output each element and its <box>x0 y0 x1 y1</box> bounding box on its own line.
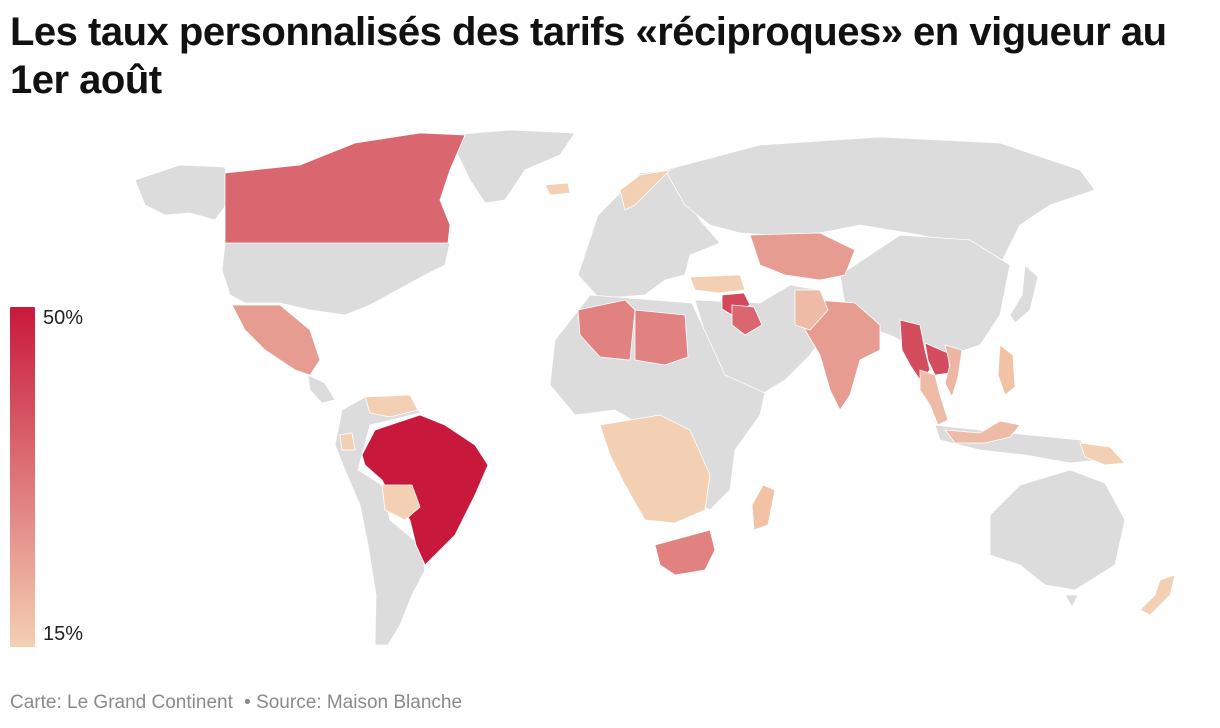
legend-max-label: 50% <box>43 307 84 329</box>
footer-source: • Source: Maison Blanche <box>244 692 463 713</box>
country-vietnam[interactable] <box>944 344 963 399</box>
country-mexico[interactable] <box>231 304 321 376</box>
country-japan <box>1009 264 1039 324</box>
country-canada[interactable] <box>224 132 466 244</box>
country-central-america <box>307 374 336 404</box>
country-laos[interactable] <box>924 342 951 376</box>
country-turkey[interactable] <box>689 274 746 294</box>
country-bolivia[interactable] <box>381 484 421 521</box>
country-tasmania <box>1064 594 1079 608</box>
legend-min-label: 15% <box>43 623 84 645</box>
country-alaska <box>134 164 231 221</box>
country-pakistan[interactable] <box>794 289 829 331</box>
country-indonesia[interactable] <box>944 420 1021 444</box>
country-kazakhstan[interactable] <box>749 232 856 281</box>
country-ecuador[interactable] <box>339 432 356 451</box>
country-india[interactable] <box>804 299 881 411</box>
country-usa <box>221 242 451 316</box>
map-highlighted-countries <box>224 132 1176 616</box>
country-libya[interactable] <box>634 309 689 366</box>
country-brazil[interactable] <box>361 414 489 566</box>
world-map <box>134 129 1176 646</box>
footer: Carte: Le Grand Continent • Source: Mais… <box>10 692 468 714</box>
country-papua-new-guinea[interactable] <box>1079 442 1126 466</box>
country-greenland <box>449 129 576 204</box>
footer-credit: Carte: Le Grand Continent <box>10 692 233 713</box>
country-new-zealand[interactable] <box>1139 574 1176 616</box>
country-norway[interactable] <box>619 169 672 211</box>
legend-color-ramp <box>10 307 35 647</box>
region-sea-islands <box>934 424 1101 464</box>
country-iraq[interactable] <box>731 304 763 336</box>
country-south-africa[interactable] <box>654 529 716 576</box>
country-australia <box>989 469 1126 591</box>
country-south-america-west <box>334 394 426 646</box>
country-madagascar[interactable] <box>751 484 776 531</box>
country-iceland[interactable] <box>544 182 571 196</box>
country-central-africa[interactable] <box>599 414 711 524</box>
country-russia <box>664 136 1096 266</box>
country-algeria[interactable] <box>577 299 636 361</box>
country-philippines <box>997 344 1016 396</box>
country-venezuela[interactable] <box>364 394 419 418</box>
country-thailand[interactable] <box>919 369 949 426</box>
page-title: Les taux personnalisés des tarifs «récip… <box>10 10 1167 102</box>
